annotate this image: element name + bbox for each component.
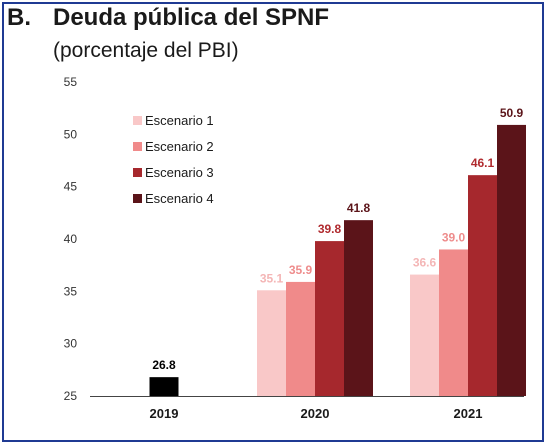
data-labels: 26.8 35.1 36.6 35.9 39.0 39.8 46.1 41.8 50.9 [152,106,523,372]
x-tick-label: 2019 [150,406,179,421]
data-label: 35.9 [289,263,313,277]
legend-swatch [133,168,142,177]
x-axis: 2019 2020 2021 [90,396,524,421]
y-tick-label: 25 [64,389,78,403]
bar-escenario-2 [439,249,468,396]
legend-label: Escenario 1 [145,113,214,128]
bar-escenario-1 [410,274,439,396]
bar-escenario-3 [468,175,497,396]
legend: Escenario 1 Escenario 2 Escenario 3 Escenar… [133,113,214,206]
bar-escenario-2 [286,281,315,396]
data-label: 39.0 [442,230,466,244]
bar-escenario-1 [257,290,286,396]
data-label: 41.8 [347,201,371,215]
y-tick-label: 45 [64,180,78,194]
data-label: 36.6 [413,256,437,270]
y-tick-label: 40 [64,232,78,246]
y-tick-label: 55 [64,75,78,89]
legend-label: Escenario 2 [145,139,214,154]
y-tick-label: 50 [64,127,78,141]
y-tick-label: 30 [64,337,78,351]
legend-label: Escenario 3 [145,165,214,180]
data-label: 46.1 [471,156,495,170]
y-tick-label: 35 [64,284,78,298]
x-tick-label: 2020 [301,406,330,421]
data-label: 35.1 [260,271,284,285]
data-label: 50.9 [500,106,524,120]
data-label: 26.8 [152,358,176,372]
bar-escenario-4 [497,124,526,396]
chart-title-text: Deuda pública del SPNF [53,4,330,31]
chart-subtitle: (porcentaje del PBI) [53,39,239,62]
chart-title: B. Deuda pública del SPNF [7,4,329,32]
bar-escenario-4 [344,220,373,396]
data-label: 39.8 [318,222,342,236]
bar-2019 [149,377,179,396]
x-tick-label: 2021 [454,406,483,421]
legend-swatch [133,116,142,125]
bar-escenario-3 [315,241,344,396]
chart-title-letter: B. [7,4,31,31]
legend-swatch [133,142,142,151]
bars [149,124,526,396]
legend-label: Escenario 4 [145,191,214,206]
legend-swatch [133,194,142,203]
y-axis: 25 30 35 40 45 50 55 [64,75,78,403]
